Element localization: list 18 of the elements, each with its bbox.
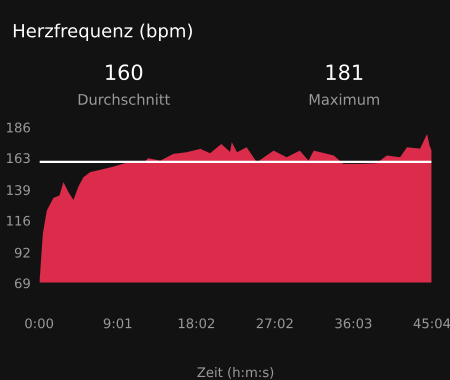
text: Maximum: [310, 94, 379, 105]
y-tick-label: 139: [7, 185, 30, 196]
y-tick-label: 163: [7, 153, 30, 164]
text: 181: [326, 64, 362, 80]
x-tick-label: 45:04: [414, 318, 450, 328]
text: Durchschnitt: [78, 94, 170, 105]
x-tick-label: 18:02: [178, 318, 214, 328]
y-tick-label: 186: [7, 122, 30, 132]
x-tick-label: 27:02: [256, 318, 292, 328]
x-tick-label: 0:00: [25, 318, 54, 328]
y-tick-label: 69: [14, 278, 30, 288]
x-tick-label: 9:01: [104, 318, 132, 328]
x-axis-title: Zeit (h:m:s): [197, 367, 274, 379]
chart-title: Herzfrequenz (bpm): [14, 24, 192, 42]
y-tick-label: 116: [7, 216, 30, 226]
y-tick-label: 92: [14, 248, 30, 258]
x-tick-label: 36:03: [335, 318, 372, 328]
text: 160: [106, 64, 142, 80]
